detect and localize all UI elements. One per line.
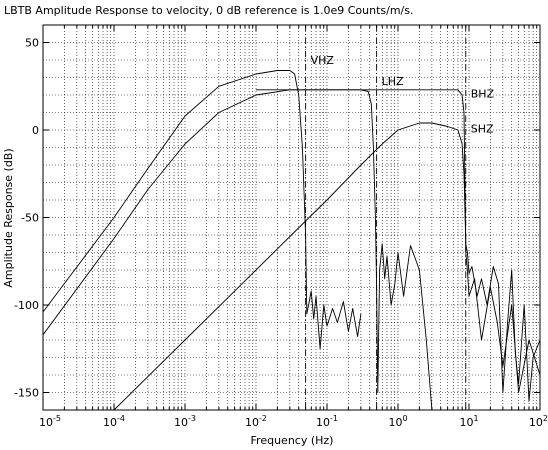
- y-tick-label: -150: [14, 387, 39, 400]
- x-tick-label-base: 10: [39, 416, 53, 429]
- y-tick-label: 50: [25, 37, 39, 50]
- x-tick-label-base: 10: [529, 416, 543, 429]
- series-label-lhz: LHZ: [382, 75, 404, 88]
- y-tick-label: 0: [32, 124, 39, 137]
- series-label-bhz: BHZ: [471, 87, 495, 100]
- x-tick-label-base: 10: [388, 416, 402, 429]
- x-tick-label-base: 10: [316, 416, 330, 429]
- series-lines: [42, 70, 541, 411]
- axis-ticks: [42, 25, 541, 410]
- x-tick-label-exponent: 0: [402, 414, 407, 423]
- x-tick-label: 10-2: [245, 414, 267, 429]
- x-tick-label-exponent: -1: [330, 414, 338, 423]
- y-tick-label: -100: [14, 299, 39, 312]
- x-tick-labels: 10-5 10-4 10-3 10-2 10-1 100 101 102: [39, 414, 548, 429]
- y-tick-labels: 50 0 -50 -100 -150: [14, 37, 39, 400]
- chart-title: LBTB Amplitude Response to velocity, 0 d…: [4, 4, 414, 17]
- series-label-shz: SHZ: [471, 122, 494, 135]
- x-tick-label-exponent: -5: [53, 414, 61, 423]
- x-tick-label-base: 10: [245, 416, 259, 429]
- x-tick-label-base: 10: [459, 416, 473, 429]
- x-tick-label: 101: [459, 414, 478, 429]
- x-tick-label-base: 10: [103, 416, 117, 429]
- x-tick-label: 102: [529, 414, 548, 429]
- x-tick-label: 10-1: [316, 414, 338, 429]
- y-axis-label: Amplitude Response (dB): [2, 148, 15, 287]
- x-tick-label: 10-5: [39, 414, 61, 429]
- series-labels: VHZ LHZ BHZ SHZ: [311, 54, 495, 135]
- x-tick-label-base: 10: [174, 416, 188, 429]
- x-tick-label: 10-3: [174, 414, 196, 429]
- y-tick-label: -50: [21, 212, 39, 225]
- x-tick-label-exponent: -2: [259, 414, 267, 423]
- x-axis-label: Frequency (Hz): [251, 434, 334, 447]
- series-line-vhz: [42, 70, 362, 350]
- series-label-vhz: VHZ: [311, 54, 335, 67]
- x-tick-label-exponent: 2: [543, 414, 548, 423]
- x-tick-label: 100: [388, 414, 407, 429]
- series-line-lhz: [42, 89, 433, 411]
- x-tick-label-exponent: -3: [188, 414, 196, 423]
- series-line-shz: [256, 89, 541, 393]
- x-tick-label-exponent: 1: [473, 414, 478, 423]
- x-tick-label-exponent: -4: [117, 414, 125, 423]
- x-tick-label: 10-4: [103, 414, 125, 429]
